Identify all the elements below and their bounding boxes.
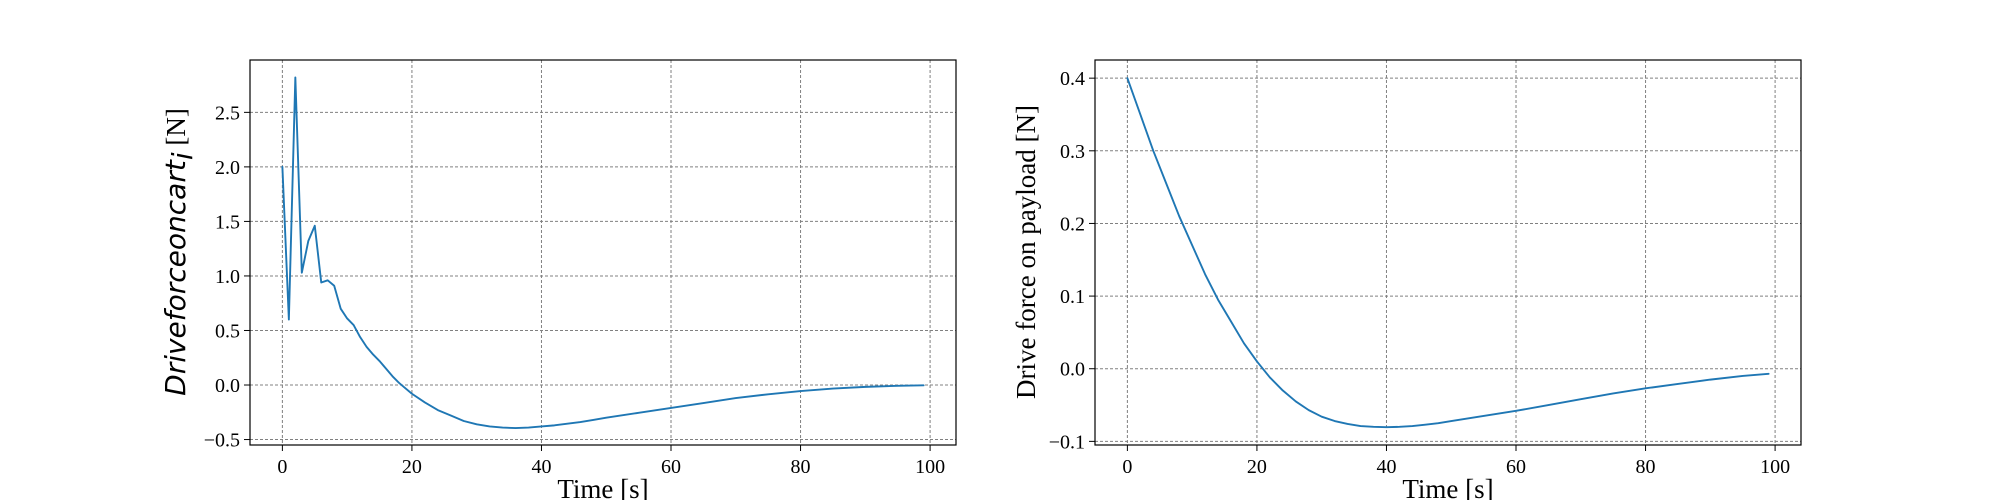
right-chart-x-tick-label: 80 (1636, 456, 1656, 478)
right-chart-y-tick-label: 0.2 (1060, 213, 1085, 235)
left-chart-x-tick-label: 80 (791, 456, 811, 478)
right-chart-x-tick-label: 100 (1760, 456, 1790, 478)
right-chart-series-line (1126, 77, 1770, 429)
left-chart-x-tick-label: 40 (531, 456, 551, 478)
right-chart-x-axis-label: Time [s] (1402, 474, 1493, 500)
right-chart-x-tick-label: 60 (1506, 456, 1526, 478)
left-chart-y-tick-label: 2.5 (215, 102, 240, 124)
left-chart-y-axis-label: Driveforceoncarti [N] (159, 108, 199, 396)
left-chart-x-tick-label: 20 (402, 456, 422, 478)
right-chart-y-tick-label: 0.0 (1060, 359, 1085, 381)
right-chart-y-tick-label: 0.3 (1060, 141, 1085, 163)
right-chart-y-axis-label: Drive force on payload [N] (1011, 105, 1041, 399)
left-chart-y-axis-label-subscript: i (166, 152, 199, 160)
left-chart-x-tick-label: 0 (277, 456, 287, 478)
right-chart-y-tick-label: 0.1 (1060, 286, 1085, 308)
right-chart: 0 20 40 60 80 100 −0.1 0.0 0.1 0.2 0.3 0.4 Time [s]… (1011, 59, 1802, 500)
left-chart-x-tick-label: 60 (661, 456, 681, 478)
left-chart-y-tick-label: 0.5 (215, 320, 240, 342)
right-chart-grid (1095, 60, 1801, 445)
right-chart-series (1126, 77, 1770, 429)
left-chart-y-tick-label: 0.0 (215, 375, 240, 397)
left-chart: 0 20 40 60 80 100 −0.5 0.0 0.5 1.0 1.5 2.0 2.5 Time … (159, 59, 957, 500)
right-chart-x-tick-label: 20 (1247, 456, 1267, 478)
left-chart-series-line (281, 76, 925, 430)
left-chart-x-tick-label: 100 (915, 456, 945, 478)
right-chart-axes-frame (1094, 59, 1802, 446)
right-chart-x-tick-label: 40 (1376, 456, 1396, 478)
left-chart-y-axis-label-math: Driveforceoncart (159, 159, 192, 396)
right-chart-y-tick-label: 0.4 (1060, 68, 1085, 90)
right-chart-x-tick-label: 0 (1122, 456, 1132, 478)
left-chart-y-tick-label: −0.5 (204, 430, 240, 452)
left-chart-grid (250, 60, 956, 445)
right-chart-ticks: 0 20 40 60 80 100 −0.1 0.0 0.1 0.2 0.3 0.4 (1049, 68, 1790, 478)
left-chart-axes-frame (249, 59, 957, 446)
left-chart-y-tick-label: 1.0 (215, 266, 240, 288)
left-chart-ticks: 0 20 40 60 80 100 −0.5 0.0 0.5 1.0 1.5 2.0 2.5 (204, 102, 945, 478)
left-chart-y-axis-label-unit: [N] (161, 108, 191, 152)
left-chart-y-tick-label: 2.0 (215, 157, 240, 179)
left-chart-y-tick-label: 1.5 (215, 211, 240, 233)
left-chart-x-axis-label: Time [s] (557, 474, 648, 500)
right-chart-y-tick-label: −0.1 (1049, 431, 1085, 453)
left-chart-series (281, 76, 925, 430)
